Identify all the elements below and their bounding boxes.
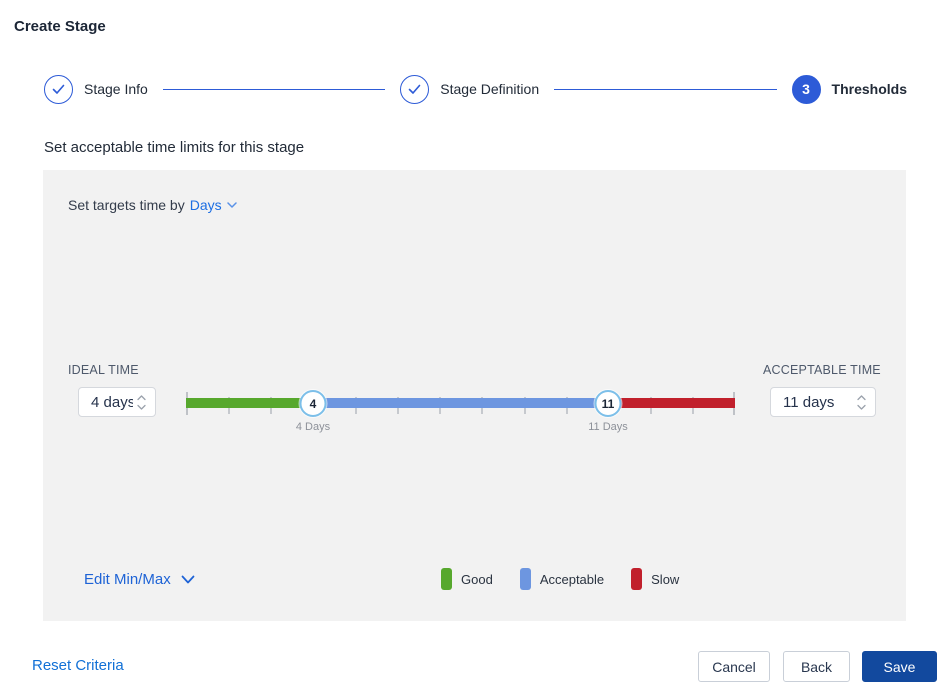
good-swatch bbox=[441, 568, 452, 590]
legend: Good Acceptable Slow bbox=[441, 568, 679, 590]
acceptable-time-input-group bbox=[770, 387, 876, 417]
acceptable-time-input[interactable] bbox=[771, 393, 853, 411]
chevron-down-icon bbox=[181, 575, 195, 584]
set-targets-label: Set targets time by bbox=[68, 197, 185, 213]
legend-item-good: Good bbox=[441, 568, 493, 590]
acceptable-time-increment-icon[interactable] bbox=[857, 394, 866, 401]
check-circle-icon bbox=[400, 74, 430, 104]
segment-slow bbox=[608, 398, 735, 408]
step-thresholds[interactable]: 3 Thresholds bbox=[791, 74, 908, 104]
chevron-down-icon bbox=[226, 202, 237, 208]
min-handle[interactable]: 4 bbox=[299, 390, 327, 417]
set-targets-row: Set targets time by Days bbox=[68, 197, 237, 213]
save-button[interactable]: Save bbox=[862, 651, 937, 682]
acceptable-swatch bbox=[519, 568, 531, 590]
legend-item-acceptable: Acceptable bbox=[519, 568, 605, 590]
page-title: Create Stage bbox=[14, 18, 106, 35]
section-heading: Set acceptable time limits for this stag… bbox=[44, 139, 305, 156]
stepper-connector bbox=[162, 88, 386, 90]
ideal-time-input[interactable] bbox=[79, 393, 133, 411]
legend-label: Good bbox=[461, 571, 493, 587]
legend-label: Slow bbox=[651, 571, 680, 587]
cancel-button[interactable]: Cancel bbox=[698, 651, 770, 682]
unit-dropdown-value: Days bbox=[189, 197, 222, 213]
step-number-badge: 3 bbox=[791, 74, 821, 104]
legend-label: Acceptable bbox=[539, 571, 605, 587]
min-handle-label: 4 Days bbox=[295, 421, 331, 433]
back-button[interactable]: Back bbox=[783, 651, 850, 682]
unit-dropdown[interactable]: Days bbox=[190, 197, 237, 213]
reset-criteria-link[interactable]: Reset Criteria bbox=[32, 657, 124, 674]
step-label: Stage Info bbox=[84, 81, 148, 97]
stepper-connector bbox=[554, 88, 777, 90]
stepper: Stage Info Stage Definition 3 Thresholds bbox=[44, 74, 907, 104]
legend-item-slow: Slow bbox=[631, 568, 679, 590]
acceptable-time-decrement-icon[interactable] bbox=[857, 404, 866, 410]
min-handle-value: 4 bbox=[309, 396, 317, 411]
step-label: Thresholds bbox=[831, 81, 908, 97]
step-stage-info[interactable]: Stage Info bbox=[44, 74, 148, 104]
step-stage-definition[interactable]: Stage Definition bbox=[400, 74, 540, 104]
segment-acceptable bbox=[313, 398, 608, 408]
ideal-time-input-group bbox=[78, 387, 156, 417]
max-handle-value: 11 bbox=[601, 396, 615, 411]
ideal-time-increment-icon[interactable] bbox=[137, 394, 146, 401]
slow-swatch bbox=[631, 568, 643, 590]
ideal-time-decrement-icon[interactable] bbox=[137, 404, 146, 410]
edit-minmax-label: Edit Min/Max bbox=[84, 571, 171, 588]
thresholds-panel: Set targets time by Days IDEAL TIME bbox=[43, 170, 906, 621]
ideal-time-label: IDEAL TIME bbox=[68, 363, 139, 377]
edit-minmax-link[interactable]: Edit Min/Max bbox=[84, 571, 195, 588]
segment-good bbox=[186, 398, 313, 408]
check-circle-icon bbox=[44, 74, 73, 104]
threshold-slider: 4 11 4 Days 11 Days bbox=[186, 390, 735, 436]
max-handle-label: 11 Days bbox=[588, 421, 628, 433]
max-handle[interactable]: 11 bbox=[594, 390, 622, 417]
acceptable-time-label: ACCEPTABLE TIME bbox=[763, 363, 881, 377]
step-label: Stage Definition bbox=[440, 81, 540, 97]
